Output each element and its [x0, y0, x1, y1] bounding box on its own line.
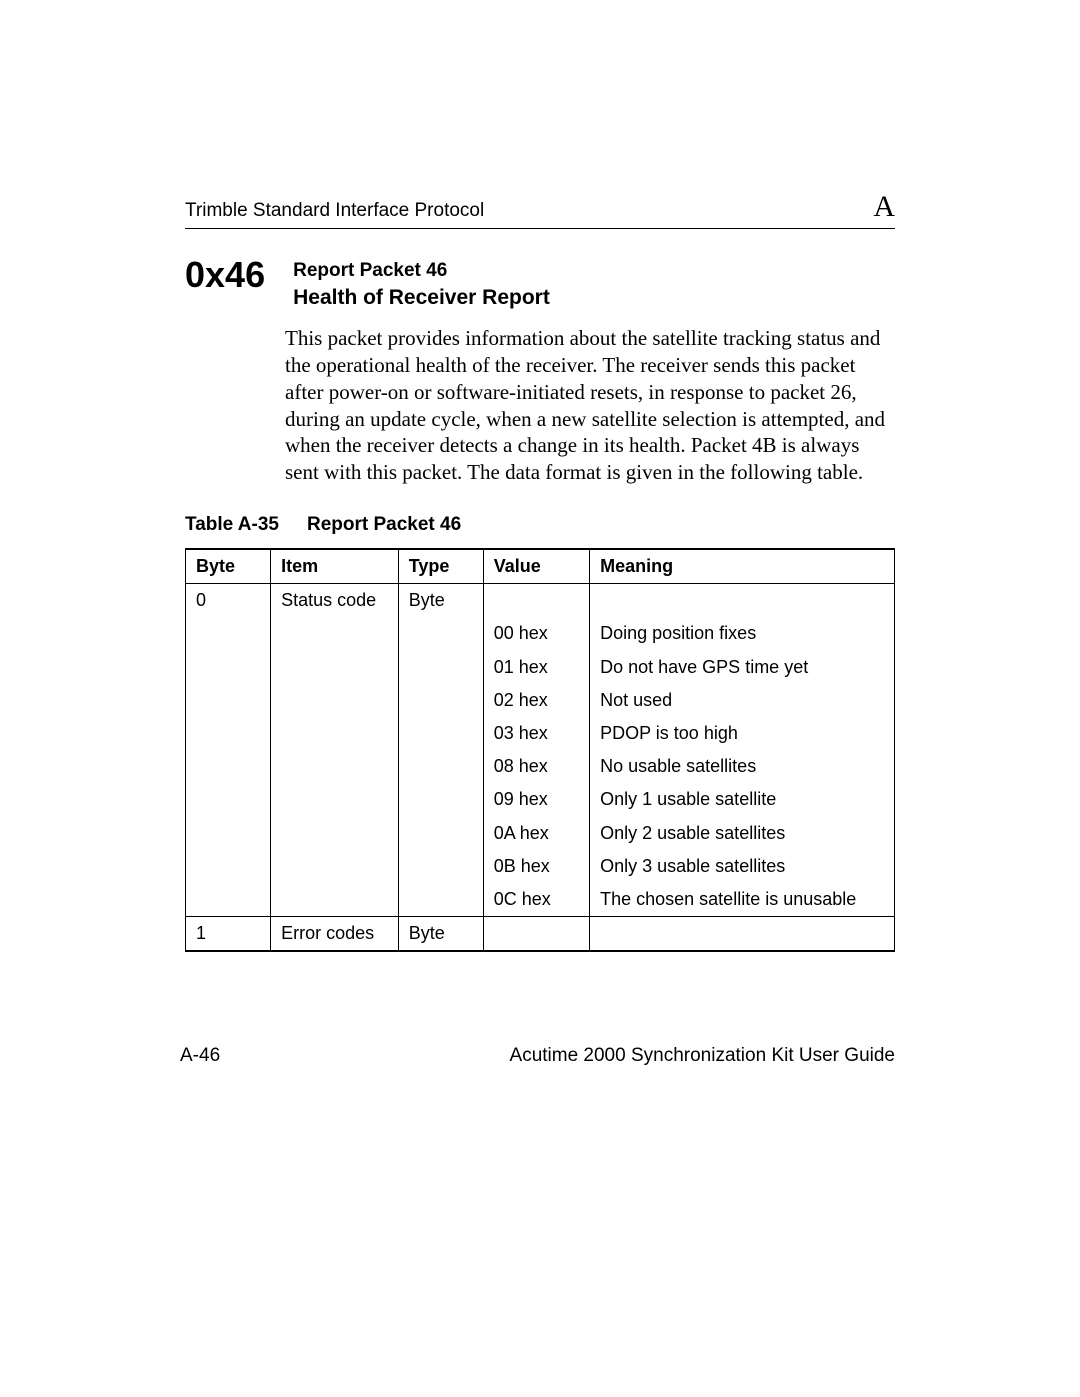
table-cell	[271, 717, 399, 750]
table-cell: 0C hex	[483, 883, 589, 917]
table-cell	[186, 783, 271, 816]
table-cell: No usable satellites	[590, 750, 895, 783]
table-cell	[398, 817, 483, 850]
table-column-header: Item	[271, 549, 399, 584]
table-cell	[271, 651, 399, 684]
table-cell	[271, 684, 399, 717]
table-row: 02 hexNot used	[186, 684, 895, 717]
table-cell: Byte	[398, 584, 483, 618]
section-title-line1: Report Packet 46	[293, 257, 550, 284]
page-footer: A-46 Acutime 2000 Synchronization Kit Us…	[180, 1045, 895, 1067]
table-row: 0C hexThe chosen satellite is unusable	[186, 883, 895, 917]
table-row: 1Error codesByte	[186, 917, 895, 952]
table-cell: Status code	[271, 584, 399, 618]
table-cell	[398, 850, 483, 883]
table-column-header: Byte	[186, 549, 271, 584]
table-cell	[186, 684, 271, 717]
page: Trimble Standard Interface Protocol A 0x…	[0, 0, 1080, 952]
table-cell	[186, 750, 271, 783]
table-cell	[483, 584, 589, 618]
table-row: 08 hexNo usable satellites	[186, 750, 895, 783]
table-row: 0A hexOnly 2 usable satellites	[186, 817, 895, 850]
table-row: 0B hexOnly 3 usable satellites	[186, 850, 895, 883]
table-cell: 01 hex	[483, 651, 589, 684]
table-cell	[398, 750, 483, 783]
table-cell: 0B hex	[483, 850, 589, 883]
table-caption-title: Report Packet 46	[307, 514, 461, 535]
section-title-line2: Health of Receiver Report	[293, 284, 550, 311]
table-cell: The chosen satellite is unusable	[590, 883, 895, 917]
table-cell: Doing position fixes	[590, 617, 895, 650]
table-header-row: ByteItemTypeValueMeaning	[186, 549, 895, 584]
table-cell: PDOP is too high	[590, 717, 895, 750]
table-cell	[398, 783, 483, 816]
page-header: Trimble Standard Interface Protocol A	[185, 190, 895, 229]
table-cell	[186, 883, 271, 917]
header-left: Trimble Standard Interface Protocol	[185, 200, 484, 222]
table-cell: Not used	[590, 684, 895, 717]
packet-table: ByteItemTypeValueMeaning 0Status codeByt…	[185, 548, 895, 952]
table-cell	[398, 717, 483, 750]
table-cell: 02 hex	[483, 684, 589, 717]
table-cell	[483, 917, 589, 952]
footer-left: A-46	[180, 1045, 220, 1067]
table-cell: 03 hex	[483, 717, 589, 750]
table-cell	[186, 717, 271, 750]
table-cell	[398, 617, 483, 650]
table-cell	[398, 684, 483, 717]
table-head: ByteItemTypeValueMeaning	[186, 549, 895, 584]
table-row: 00 hexDoing position fixes	[186, 617, 895, 650]
table-caption-number: Table A-35	[185, 514, 279, 536]
table-cell: 0	[186, 584, 271, 618]
body-paragraph: This packet provides information about t…	[285, 325, 895, 486]
table-caption: Table A-35 Report Packet 46	[185, 514, 895, 536]
table-cell: Only 3 usable satellites	[590, 850, 895, 883]
table-column-header: Type	[398, 549, 483, 584]
table-cell	[186, 817, 271, 850]
table-cell: Error codes	[271, 917, 399, 952]
table-cell	[590, 917, 895, 952]
table-cell	[271, 883, 399, 917]
table-cell	[398, 651, 483, 684]
header-right: A	[873, 190, 895, 224]
table-cell	[186, 651, 271, 684]
table-cell	[271, 783, 399, 816]
table-column-header: Value	[483, 549, 589, 584]
footer-right: Acutime 2000 Synchronization Kit User Gu…	[510, 1045, 895, 1067]
table-cell: 08 hex	[483, 750, 589, 783]
table-cell	[186, 617, 271, 650]
table-cell: Do not have GPS time yet	[590, 651, 895, 684]
table-cell	[186, 850, 271, 883]
table-cell: Only 1 usable satellite	[590, 783, 895, 816]
table-cell	[271, 617, 399, 650]
table-row: 0Status codeByte	[186, 584, 895, 618]
table-cell: Only 2 usable satellites	[590, 817, 895, 850]
table-cell: 00 hex	[483, 617, 589, 650]
table-column-header: Meaning	[590, 549, 895, 584]
table-cell: 0A hex	[483, 817, 589, 850]
table-row: 09 hexOnly 1 usable satellite	[186, 783, 895, 816]
table-row: 03 hexPDOP is too high	[186, 717, 895, 750]
table-cell: 09 hex	[483, 783, 589, 816]
table-body: 0Status codeByte00 hexDoing position fix…	[186, 584, 895, 952]
table-cell	[271, 817, 399, 850]
table-cell: 1	[186, 917, 271, 952]
section-code: 0x46	[185, 257, 265, 293]
section-heading: 0x46 Report Packet 46 Health of Receiver…	[185, 257, 895, 311]
table-cell	[271, 750, 399, 783]
table-cell	[271, 850, 399, 883]
section-titles: Report Packet 46 Health of Receiver Repo…	[293, 257, 550, 311]
table-cell	[398, 883, 483, 917]
table-row: 01 hexDo not have GPS time yet	[186, 651, 895, 684]
table-cell: Byte	[398, 917, 483, 952]
table-cell	[590, 584, 895, 618]
